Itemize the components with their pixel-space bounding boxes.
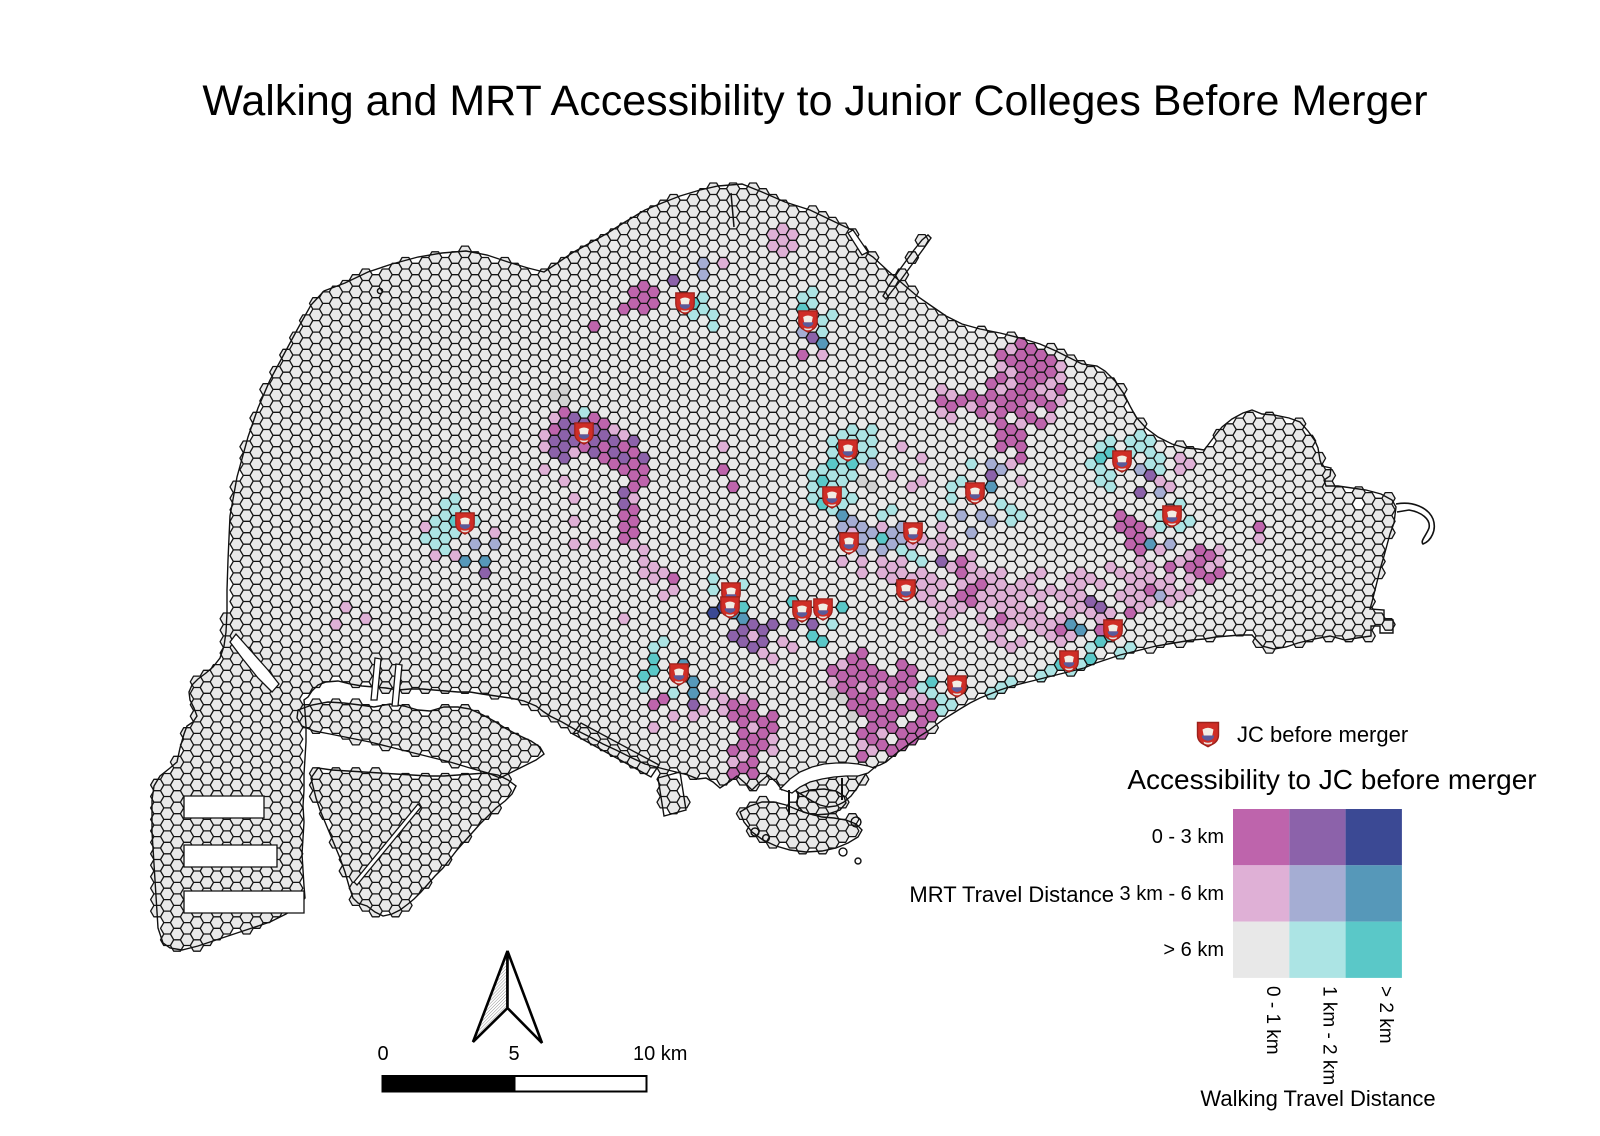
svg-text:MRT Travel Distance: MRT Travel Distance xyxy=(909,882,1114,907)
svg-text:0 - 3 km: 0 - 3 km xyxy=(1152,826,1224,848)
svg-text:10 km: 10 km xyxy=(633,1043,687,1065)
svg-text:0: 0 xyxy=(377,1043,388,1065)
svg-text:5: 5 xyxy=(508,1043,519,1065)
svg-text:0 - 1 km: 0 - 1 km xyxy=(1262,986,1283,1055)
svg-text:Accessibility to JC before mer: Accessibility to JC before merger xyxy=(1127,764,1536,795)
svg-text:> 2 km: > 2 km xyxy=(1375,986,1396,1044)
svg-text:3 km - 6 km: 3 km - 6 km xyxy=(1120,883,1224,905)
svg-text:> 6 km: > 6 km xyxy=(1163,939,1224,961)
svg-text:Walking Travel Distance: Walking Travel Distance xyxy=(1200,1086,1435,1111)
svg-text:JC before merger: JC before merger xyxy=(1237,722,1408,747)
svg-text:Walking and MRT Accessibility: Walking and MRT Accessibility to Junior … xyxy=(202,77,1427,125)
svg-text:1 km - 2 km: 1 km - 2 km xyxy=(1319,986,1340,1085)
